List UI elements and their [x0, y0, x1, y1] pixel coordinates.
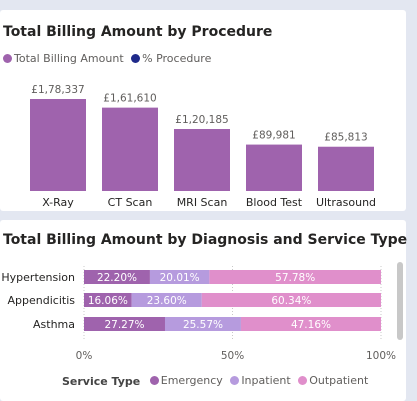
y-tick-label: Hypertension [1, 271, 75, 284]
legend-label: Total Billing Amount [14, 52, 124, 65]
x-tick-label: X-Ray [42, 196, 74, 209]
bar-data-label: £89,981 [252, 130, 295, 142]
bar-segment-inpatient [149, 270, 210, 284]
legend-title: Service Type [62, 375, 141, 388]
x-tick-label: 0% [76, 350, 93, 362]
legend-label: Inpatient [241, 374, 291, 387]
y-tick-label: Asthma [33, 318, 75, 331]
segment-data-label: 27.27% [104, 319, 144, 331]
top-panel-edge [0, 0, 417, 4]
legend-label: Outpatient [309, 374, 369, 387]
legend-dot-icon [298, 376, 308, 385]
bar-ultrasound [318, 146, 374, 191]
bar-segment-outpatient [240, 317, 381, 331]
x-tick-label: 100% [366, 350, 396, 362]
legend-dot-icon [131, 54, 141, 63]
procedure-chart-title: Total Billing Amount by Procedure [3, 24, 273, 40]
segment-data-label: 57.78% [275, 272, 315, 284]
segment-data-label: 22.20% [97, 272, 137, 284]
bar-blood-test [246, 144, 302, 191]
bar-segment-inpatient [131, 293, 202, 307]
bar-segment-emergency [84, 270, 150, 284]
segment-data-label: 16.06% [88, 295, 128, 307]
legend-dot-icon [3, 54, 12, 63]
legend-item-outpatient[interactable]: Outpatient [298, 374, 368, 387]
procedure-chart-panel: Total Billing Amount by Procedure Total … [0, 10, 406, 211]
diagnosis-chart-panel: Total Billing Amount by Diagnosis and Se… [0, 220, 408, 401]
segment-data-label: 47.16% [291, 319, 331, 331]
bar-data-label: £1,78,337 [31, 84, 84, 96]
legend-item-percent-procedure[interactable]: % Procedure [131, 52, 211, 65]
bar-data-label: £1,20,185 [175, 114, 228, 126]
legend-item-emergency[interactable]: Emergency [149, 374, 223, 387]
x-tick-label: 50% [221, 350, 244, 362]
chart-scrollbar[interactable] [397, 262, 403, 340]
bar-segment-outpatient [209, 270, 381, 284]
bar-data-label: £1,61,610 [103, 93, 156, 105]
procedure-chart-legend: Total Billing Amount % Procedure [3, 52, 215, 66]
diagnosis-chart-title: Total Billing Amount by Diagnosis and Se… [3, 232, 408, 248]
bar-data-label: £85,813 [324, 132, 367, 144]
segment-data-label: 20.01% [160, 272, 200, 284]
procedure-bar-chart: £1,78,337 X-Ray £1,61,610 CT Scan £1,20,185 M… [30, 84, 376, 209]
segment-data-label: 60.34% [271, 295, 311, 307]
legend-dot-icon [230, 376, 240, 385]
legend-item-total-billing[interactable]: Total Billing Amount [3, 52, 124, 65]
legend-label: Emergency [160, 374, 223, 387]
x-tick-label: CT Scan [108, 196, 153, 209]
x-tick-label: Ultrasound [316, 196, 376, 209]
bar-x-ray [30, 99, 86, 191]
segment-data-label: 23.60% [147, 295, 187, 307]
bar-mri-scan [174, 128, 230, 191]
bar-segment-emergency [84, 317, 165, 331]
legend-item-inpatient[interactable]: Inpatient [230, 374, 291, 387]
segment-data-label: 25.57% [183, 319, 223, 331]
bar-segment-emergency [84, 293, 132, 307]
y-tick-label: Appendicitis [8, 294, 76, 307]
x-tick-label: MRI Scan [177, 196, 228, 209]
legend-label: % Procedure [142, 52, 212, 65]
diagnosis-stacked-bar-chart: 0% 50% 100% Hypertension 22.20% 20.01% 57.78% A… [1, 266, 396, 362]
bar-ct-scan [102, 107, 158, 191]
x-tick-label: Blood Test [246, 196, 303, 209]
bar-segment-outpatient [201, 293, 381, 307]
legend-dot-icon [149, 376, 159, 385]
bar-segment-inpatient [164, 317, 241, 331]
diagnosis-chart-legend: Service Type Emergency Inpatient Outpati… [62, 374, 372, 388]
